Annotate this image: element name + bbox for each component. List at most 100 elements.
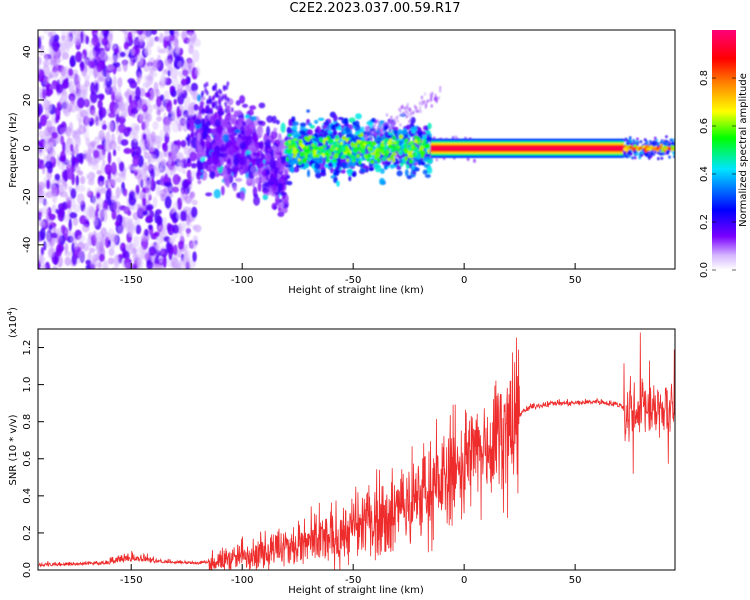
heatmap-cell (115, 176, 123, 183)
heatmap-cell (291, 144, 297, 148)
heatmap-cell (68, 218, 73, 232)
heatmap-cell (435, 157, 439, 162)
heatmap-cell (182, 68, 188, 78)
heatmap-cell (217, 94, 221, 100)
colorbar: 0.0 0.2 0.4 0.6 0.8 Normalized spectral ampl… (699, 30, 749, 278)
heatmap-cell (83, 123, 87, 134)
heatmap-cell (393, 117, 397, 122)
heatmap-cell (85, 264, 90, 269)
heatmap-cell (50, 184, 58, 198)
heatmap-cell (626, 147, 630, 151)
heatmap-cell (350, 142, 355, 148)
heatmap-cell (389, 164, 395, 169)
heatmap-cell (366, 153, 372, 159)
heatmap-cell (173, 244, 178, 256)
heatmap-cell (49, 84, 56, 91)
heatmap-cell (113, 255, 121, 267)
heatmap-cell (137, 155, 144, 168)
heatmap-cell (60, 127, 69, 135)
heatmap-cell (111, 174, 117, 187)
heatmap-cell (371, 130, 375, 135)
heatmap-cell (409, 116, 412, 120)
heatmap-cell (439, 85, 442, 90)
heatmap-cell (82, 149, 88, 161)
heatmap-cell (391, 129, 399, 134)
heatmap-cell (389, 138, 393, 142)
spectrogram-x-tick-label: 0 (461, 275, 467, 286)
heatmap-cell (327, 162, 334, 168)
heatmap-cell (377, 121, 381, 126)
heatmap-cell (390, 154, 395, 160)
heatmap-cell (91, 259, 98, 269)
heatmap-cell (237, 134, 242, 139)
heatmap-cell (59, 207, 65, 219)
heatmap-cell (68, 122, 74, 133)
heatmap-cell (132, 155, 140, 168)
heatmap-cell (171, 109, 176, 120)
heatmap-cell (113, 201, 122, 214)
heatmap-cell (85, 137, 91, 147)
heatmap-cell (411, 164, 415, 170)
heatmap-cell (414, 106, 418, 110)
heatmap-cell (648, 139, 652, 144)
heatmap-cell (164, 195, 172, 209)
heatmap-cell (147, 224, 153, 230)
heatmap-cell (173, 98, 178, 105)
heatmap-cell (275, 119, 280, 125)
heatmap-cell (148, 58, 152, 67)
heatmap-cell (396, 119, 399, 123)
snr-x-axis-label: Height of straight line (km) (288, 585, 424, 596)
heatmap-cell (58, 155, 67, 163)
heatmap-cell (98, 106, 107, 119)
heatmap-cell (269, 159, 277, 170)
heatmap-cell (79, 109, 88, 118)
heatmap-cell (264, 152, 272, 163)
heatmap-cell (51, 131, 58, 139)
heatmap-cell (417, 137, 421, 142)
heatmap-cell (212, 156, 219, 165)
heatmap-cell (117, 77, 123, 88)
heatmap-cell (119, 161, 125, 172)
heatmap-cell (406, 175, 413, 180)
heatmap-cell (640, 153, 644, 158)
heatmap-cell (430, 94, 433, 99)
heatmap-cell (647, 147, 651, 151)
heatmap-cell (653, 136, 657, 140)
heatmap-cell (286, 149, 292, 154)
heatmap-cell (190, 162, 197, 169)
heatmap-cell (366, 125, 370, 129)
heatmap-cell (167, 70, 171, 77)
heatmap-cell (290, 165, 294, 173)
heatmap-cell (386, 157, 392, 162)
heatmap-cell (333, 171, 340, 177)
heatmap-cell (340, 141, 343, 145)
heatmap-cell (668, 143, 672, 147)
heatmap-cell (657, 157, 660, 161)
heatmap-cell (288, 139, 292, 144)
heatmap-cell (315, 171, 322, 179)
heatmap-cell (291, 116, 296, 123)
heatmap-cell (38, 130, 46, 138)
heatmap-cell (85, 35, 90, 45)
heatmap-cell (64, 77, 69, 84)
heatmap-cell (392, 126, 399, 131)
heatmap-cell (170, 144, 177, 158)
heatmap-cell (162, 74, 166, 85)
heatmap-cell (81, 53, 85, 62)
heatmap-cell (330, 175, 334, 179)
spectrogram-y-tick-label: 20 (22, 94, 33, 107)
colorbar-ticks: 0.0 0.2 0.4 0.6 0.8 (699, 70, 736, 278)
heatmap-cell (306, 129, 314, 136)
heatmap-cell (257, 120, 263, 125)
heatmap-cell (191, 199, 198, 206)
heatmap-cell (48, 213, 56, 221)
heatmap-cell (321, 128, 325, 133)
heatmap-cell (91, 160, 99, 167)
heatmap-cell (158, 48, 167, 54)
heatmap-cell (623, 138, 627, 142)
heatmap-cell (629, 151, 633, 156)
heatmap-cell (333, 114, 338, 122)
heatmap-cell (287, 144, 293, 150)
heatmap-cell (150, 176, 155, 189)
heatmap-cell (235, 100, 241, 106)
